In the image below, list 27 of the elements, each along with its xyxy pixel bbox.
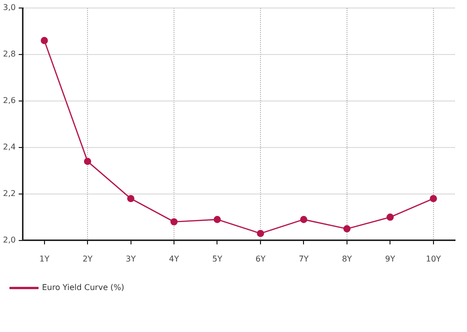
point xyxy=(343,225,351,232)
x-tick-label: 10Y xyxy=(426,254,442,264)
legend-label: Euro Yield Curve (%) xyxy=(42,283,124,292)
x-tick-label: 7Y xyxy=(298,254,309,264)
x-tick-label: 9Y xyxy=(385,254,396,264)
x-tick-label: 2Y xyxy=(82,254,93,264)
point xyxy=(256,230,264,238)
y-tick-label: 2,4 xyxy=(2,142,16,152)
x-tick-label: 3Y xyxy=(126,254,136,264)
y-tick-label: 2,2 xyxy=(2,189,16,198)
x-tick-label: 4Y xyxy=(169,254,180,264)
y-tick-label: 2,0 xyxy=(2,235,16,244)
x-tick-label: 6Y xyxy=(255,254,266,264)
y-tick-label: 3,0 xyxy=(2,3,16,12)
point xyxy=(386,214,394,221)
point xyxy=(127,194,134,202)
y-tick-label: 2,8 xyxy=(2,50,16,59)
x-tick-label: 1Y xyxy=(39,254,50,264)
point xyxy=(84,158,92,165)
x-tick-label: 8Y xyxy=(342,254,352,264)
point xyxy=(170,218,178,226)
y-tick-label: 2,6 xyxy=(2,96,16,106)
point xyxy=(430,194,437,202)
point xyxy=(40,36,48,44)
point xyxy=(300,216,308,224)
point xyxy=(214,216,221,224)
x-tick-label: 5Y xyxy=(212,254,222,264)
